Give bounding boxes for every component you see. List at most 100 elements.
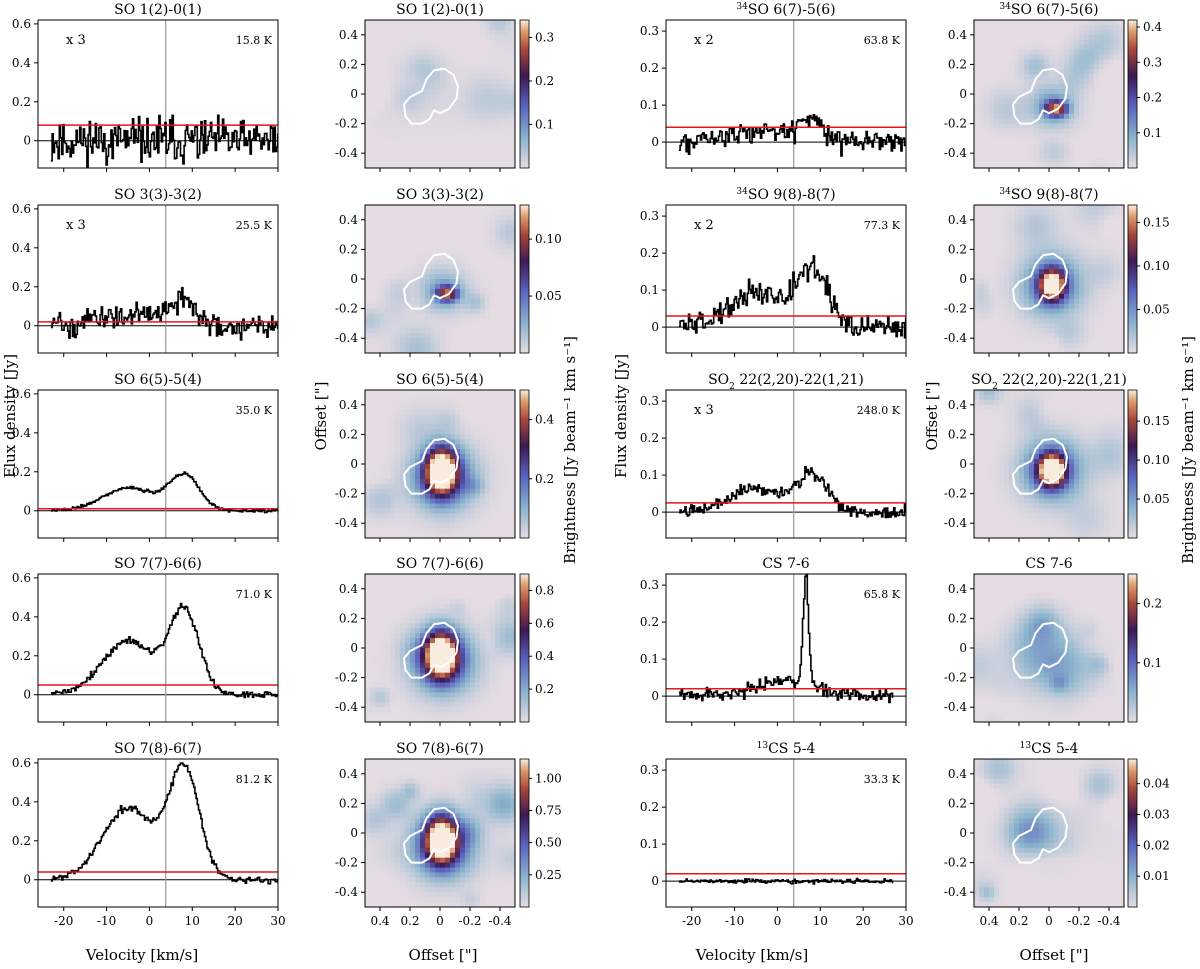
map-pixel (400, 244, 406, 250)
map-pixel (974, 103, 980, 110)
map-pixel (460, 399, 466, 406)
map-pixel (385, 513, 391, 519)
map-pixel (415, 523, 421, 529)
map-pixel (380, 44, 386, 51)
map-pixel (485, 638, 491, 644)
map-pixel (440, 274, 446, 280)
map-pixel (455, 672, 461, 679)
map-pixel (400, 583, 406, 590)
map-pixel (400, 444, 406, 450)
map-pixel (460, 803, 466, 809)
map-pixel (425, 394, 431, 401)
map-pixel (380, 279, 386, 285)
map-pixel (375, 833, 381, 839)
map-pixel (460, 503, 466, 509)
map-pixel (475, 219, 481, 226)
map-pixel (380, 613, 386, 619)
map-pixel (405, 702, 411, 708)
map-pixel (410, 49, 416, 56)
map-pixel (480, 108, 486, 115)
map-pixel (490, 279, 496, 285)
map-pixel (375, 702, 381, 708)
upper-energy-label: 15.8 K (236, 34, 273, 47)
map-pixel (410, 404, 416, 411)
map-pixel (430, 862, 436, 869)
map-pixel (370, 488, 376, 495)
map-pixel (400, 468, 406, 475)
map-pixel (979, 74, 985, 80)
map-pixel (380, 773, 386, 780)
map-pixel (460, 214, 466, 221)
map-pixel (400, 857, 406, 864)
map-pixel (365, 667, 371, 674)
map-pixel (495, 793, 501, 800)
map-pixel (435, 828, 441, 834)
map-pixel (440, 133, 446, 139)
map-pixel (460, 303, 466, 310)
map-pixel (385, 219, 391, 226)
map-pixel (375, 288, 381, 295)
map-pixel (460, 118, 466, 125)
map-pixel (480, 593, 486, 600)
map-pixel (500, 143, 506, 149)
map-pixel (445, 293, 451, 300)
map-pixel (445, 394, 451, 401)
map-pixel (375, 209, 381, 216)
map-pixel (490, 857, 496, 864)
map-pixel (395, 523, 401, 529)
map-pixel (445, 533, 451, 538)
map-pixel (420, 793, 426, 800)
map-pixel (425, 618, 431, 624)
map-pixel (495, 39, 501, 46)
map-pixel (500, 652, 506, 659)
map-pixel (440, 902, 446, 907)
map-pixel (470, 672, 476, 679)
map-pixel (415, 574, 421, 580)
map-pixel (400, 143, 406, 149)
map-pixel (475, 254, 481, 260)
map-pixel (450, 828, 456, 834)
map-pixel (485, 274, 491, 280)
map-pixel (490, 103, 496, 110)
map-pixel (460, 424, 466, 431)
map-pixel (365, 648, 371, 654)
map-pixel (395, 424, 401, 431)
map-pixel (405, 897, 411, 903)
map-pixel (370, 89, 376, 95)
map-pixel (410, 343, 416, 349)
map-pixel (510, 293, 515, 300)
map-pixel (395, 503, 401, 509)
map-pixel (415, 793, 421, 800)
map-y-tick-label: 0.4 (339, 213, 358, 227)
map-pixel (425, 493, 431, 500)
map-pixel (390, 518, 396, 524)
map-pixel (505, 493, 511, 500)
map-pixel (375, 59, 381, 65)
map-pixel (460, 672, 466, 679)
map-pixel (490, 702, 496, 708)
map-pixel (510, 652, 515, 659)
map-pixel (430, 303, 436, 310)
map-pixel (385, 64, 391, 70)
map-pixel (470, 234, 476, 241)
map-pixel (410, 518, 416, 524)
map-pixel (505, 833, 511, 839)
map-pixel (510, 414, 515, 421)
map-pixel (510, 153, 515, 159)
map-pixel (380, 404, 386, 411)
map-pixel (480, 308, 486, 315)
map-pixel (370, 49, 376, 56)
map-pixel (505, 429, 511, 435)
map-pixel (380, 103, 386, 110)
map-pixel (485, 897, 491, 903)
map-pixel (465, 133, 471, 139)
map-pixel (500, 697, 506, 703)
map-pixel (395, 343, 401, 349)
map-pixel (400, 902, 406, 907)
map-pixel (450, 274, 456, 280)
map-pixel (400, 803, 406, 809)
map-pixel (365, 123, 371, 130)
map-pixel (505, 803, 511, 809)
map-pixel (460, 578, 466, 585)
map-pixel (375, 338, 381, 344)
